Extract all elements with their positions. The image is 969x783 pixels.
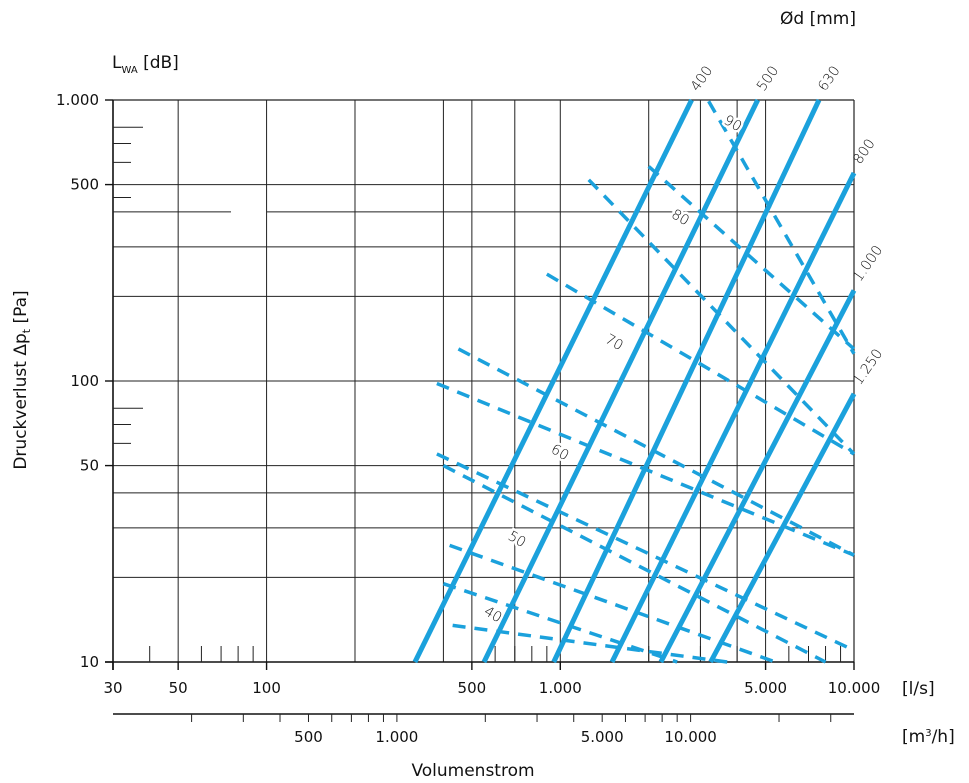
- y-tick-label: 500: [70, 176, 99, 194]
- x-tick-label: 10.000: [828, 679, 881, 697]
- x-tick-label: 30: [103, 679, 122, 697]
- x-tick-label: 1.000: [539, 679, 582, 697]
- diameter-label: 500: [754, 63, 782, 94]
- chart-labels: 30 50 100 500 1.000 5.000 10.000 10 50 100 500 1.00…: [56, 63, 886, 746]
- diameter-axis-label: Ød [mm]: [780, 9, 856, 29]
- y-tick-label: 10: [80, 653, 99, 671]
- sound-power-line: [587, 178, 856, 456]
- sound-power-line: [457, 347, 855, 557]
- plot-frame: [105, 99, 855, 722]
- sound-power-line: [442, 582, 678, 664]
- sound-power-label: 80: [668, 206, 691, 229]
- db-axis-label-sub: WA: [121, 65, 137, 76]
- diameter-lines: [412, 98, 857, 664]
- x-tick-label: 500: [458, 679, 487, 697]
- sound-power-label: 70: [602, 331, 625, 354]
- sound-power-label: 50: [505, 528, 528, 551]
- diameter-line: [551, 98, 822, 664]
- y-tick-label: 100: [70, 372, 99, 390]
- y-tick-label: 50: [80, 457, 99, 475]
- sound-power-line: [647, 165, 856, 351]
- m3h-tick-label: 5.000: [581, 728, 624, 746]
- sound-power-label: 60: [548, 441, 571, 464]
- db-axis-label: LWA [dB]: [112, 53, 179, 76]
- diameter-line: [658, 289, 857, 664]
- diameter-line: [609, 171, 857, 664]
- sound-power-line: [707, 100, 856, 355]
- x-unit-ls: [l/s]: [902, 679, 935, 699]
- x-unit-m3h: [m3/h]: [902, 727, 955, 747]
- sound-power-line: [545, 272, 855, 456]
- diameter-line: [708, 392, 857, 664]
- x-tick-label: 50: [169, 679, 188, 697]
- m3h-tick-label: 1.000: [375, 728, 418, 746]
- x-unit-m3h-sup: 3: [925, 728, 931, 739]
- m3h-tick-label: 10.000: [664, 728, 717, 746]
- x-axis-title: Volumenstrom: [411, 761, 534, 781]
- x-tick-label: 5.000: [744, 679, 787, 697]
- sound-power-line: [442, 464, 827, 664]
- y-tick-label: 1.000: [56, 91, 99, 109]
- diameter-line: [481, 98, 760, 664]
- y-axis-title: Druckverlust Δpt [Pa]: [11, 290, 33, 469]
- sound-power-line: [436, 452, 855, 652]
- diameter-label: 400: [688, 63, 716, 94]
- sound-power-line: [449, 543, 776, 664]
- m3h-tick-label: 500: [294, 728, 323, 746]
- grid: [113, 100, 854, 662]
- y-axis-title-sub: t: [20, 328, 33, 333]
- diameter-label: 1.000: [850, 243, 886, 285]
- diameter-label: 630: [815, 63, 843, 94]
- diameter-label: 1.250: [850, 346, 886, 388]
- x-tick-label: 100: [252, 679, 281, 697]
- diameter-line: [412, 98, 694, 664]
